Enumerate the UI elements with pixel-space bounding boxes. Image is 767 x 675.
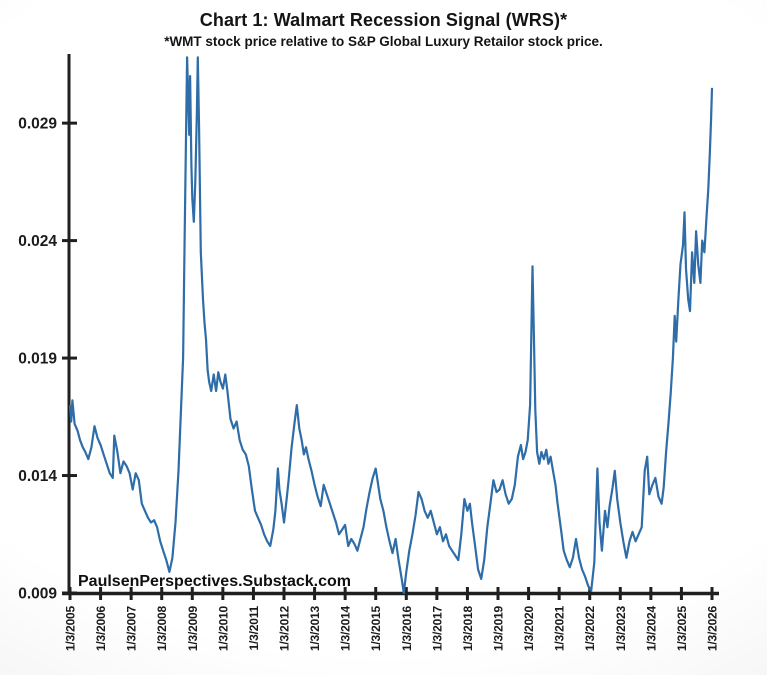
x-tick-label: 1/3/2005 <box>64 605 78 651</box>
x-axis: 1/3/2005 1/3/2006 1/3/2007 1/3/2008 1/3/2009… <box>64 587 720 651</box>
wrs-series-line <box>68 56 714 595</box>
x-tick-label: 1/3/2013 <box>308 605 322 651</box>
x-tick-label: 1/3/2016 <box>400 605 414 651</box>
watermark-text: PaulsenPerspectives.Substack.com <box>78 573 351 590</box>
chart-subtitle: *WMT stock price relative to S&P Global … <box>164 34 603 49</box>
y-tick-label: 0.024 <box>18 233 57 250</box>
x-tick-label: 1/3/2024 <box>644 605 658 651</box>
x-tick-label: 1/3/2023 <box>614 605 628 651</box>
x-tick-label: 1/3/2026 <box>706 605 720 651</box>
x-tick-label: 1/3/2025 <box>675 605 689 651</box>
x-tick-label: 1/3/2019 <box>492 605 506 651</box>
y-tick-label: 0.029 <box>18 116 57 133</box>
x-tick-label: 1/3/2011 <box>247 605 261 650</box>
x-tick-label: 1/3/2014 <box>339 605 353 651</box>
x-tick-label: 1/3/2021 <box>553 605 567 651</box>
y-tick-label: 0.019 <box>18 351 57 368</box>
x-tick-label: 1/3/2008 <box>155 605 169 651</box>
x-tick-label: 1/3/2020 <box>522 605 536 651</box>
x-tick-label: 1/3/2010 <box>216 605 230 651</box>
x-tick-label: 1/3/2007 <box>125 605 139 651</box>
x-tick-label: 1/3/2018 <box>461 605 475 651</box>
x-tick-label: 1/3/2012 <box>278 605 292 651</box>
x-tick-label: 1/3/2009 <box>186 605 200 651</box>
x-tick-label: 1/3/2015 <box>369 605 383 651</box>
axes <box>62 54 719 596</box>
y-tick-label: 0.009 <box>18 586 57 603</box>
x-tick-label: 1/3/2017 <box>430 605 444 651</box>
x-tick-label: 1/3/2006 <box>94 605 108 651</box>
y-tick-label: 0.014 <box>18 468 57 485</box>
chart-title: Chart 1: Walmart Recession Signal (WRS)* <box>199 10 568 30</box>
y-axis: 0.029 0.024 0.019 0.014 0.009 <box>18 116 77 603</box>
x-tick-label: 1/3/2022 <box>583 605 597 651</box>
